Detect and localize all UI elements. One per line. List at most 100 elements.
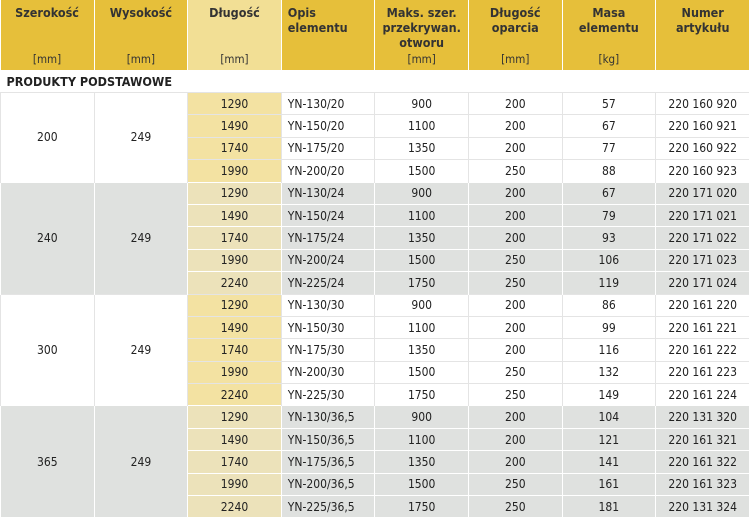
header-title: Opis elementu <box>287 5 348 35</box>
cell-article-number: 220 160 920 <box>655 91 749 115</box>
cell-description: YN-150/24 <box>280 203 375 227</box>
cell-article-number: 220 171 023 <box>655 248 749 272</box>
cell-height: 249 <box>93 293 188 406</box>
cell-width: 365 <box>0 405 95 517</box>
cell-length: 1290 <box>187 405 282 429</box>
cell-description: YN-130/30 <box>280 293 375 317</box>
cell-bearing-length: 200 <box>467 293 563 317</box>
cell-bearing-length: 200 <box>467 136 563 160</box>
cell-length: 1290 <box>187 293 282 317</box>
cell-length: 1990 <box>187 472 282 496</box>
cell-length: 1990 <box>187 248 282 272</box>
cell-width: 300 <box>0 293 95 406</box>
header-width: Szerokość [mm] <box>0 0 95 70</box>
cell-mass: 99 <box>561 315 656 339</box>
cell-width: 240 <box>0 181 95 295</box>
cell-article-number: 220 161 223 <box>655 360 749 384</box>
table-row: 1740 YN-175/20 1350 200 77 220 160 922 <box>1 136 749 160</box>
cell-max-opening: 1500 <box>374 248 469 272</box>
cell-max-opening: 900 <box>374 405 469 429</box>
cell-mass: 149 <box>561 383 656 406</box>
header-unit: [mm] <box>32 52 62 66</box>
cell-article-number: 220 160 923 <box>655 159 749 183</box>
cell-bearing-length: 200 <box>467 338 563 362</box>
cell-max-opening: 1100 <box>374 203 469 227</box>
table-row: 1990 YN-200/30 1500 250 132 220 161 223 <box>1 360 749 384</box>
cell-description: YN-200/30 <box>280 360 375 384</box>
cell-max-opening: 1500 <box>374 360 469 384</box>
cell-length: 2240 <box>187 271 282 295</box>
header-unit: [mm] <box>126 52 155 66</box>
cell-length: 2240 <box>187 495 282 517</box>
cell-bearing-length: 250 <box>467 159 563 183</box>
cell-mass: 104 <box>561 405 656 429</box>
table-row: 1490 YN-150/20 1100 200 67 220 160 921 <box>1 114 749 138</box>
cell-article-number: 220 161 222 <box>655 338 749 362</box>
cell-bearing-length: 200 <box>467 427 563 451</box>
cell-length: 1490 <box>187 114 282 138</box>
header-title: Długość oparcia <box>489 5 541 35</box>
cell-description: YN-130/24 <box>280 181 375 205</box>
table-row: 1990 YN-200/20 1500 250 88 220 160 923 <box>1 159 749 183</box>
table-row: 1740 YN-175/24 1350 200 93 220 171 022 <box>1 226 749 250</box>
cell-height: 249 <box>93 181 188 295</box>
header-title: Szerokość <box>15 5 79 20</box>
cell-bearing-length: 250 <box>467 271 563 295</box>
cell-bearing-length: 250 <box>467 383 563 406</box>
cell-length: 1990 <box>187 360 282 384</box>
header-unit: [mm] <box>501 52 530 66</box>
cell-max-opening: 1750 <box>374 271 469 295</box>
cell-bearing-length: 200 <box>467 315 563 339</box>
cell-article-number: 220 161 224 <box>655 383 749 406</box>
cell-mass: 77 <box>561 136 656 160</box>
cell-description: YN-150/20 <box>280 114 375 138</box>
cell-article-number: 220 161 321 <box>655 427 749 451</box>
header-title: Długość <box>209 5 260 20</box>
cell-mass: 67 <box>561 114 656 138</box>
cell-length: 1490 <box>187 427 282 451</box>
cell-article-number: 220 131 324 <box>655 495 749 517</box>
header-bearing-length: Długość oparcia [mm] <box>467 0 563 70</box>
cell-description: YN-150/36,5 <box>280 427 375 451</box>
cell-mass: 161 <box>561 472 656 496</box>
cell-description: YN-175/36,5 <box>280 450 375 474</box>
table-row: 1490 YN-150/24 1100 200 79 220 171 021 <box>1 203 749 227</box>
cell-description: YN-175/20 <box>280 136 375 160</box>
cell-length: 1740 <box>187 226 282 250</box>
cell-height: 249 <box>93 405 188 517</box>
header-unit: [mm] <box>407 52 436 66</box>
cell-max-opening: 1750 <box>374 495 469 517</box>
cell-article-number: 220 171 020 <box>655 181 749 205</box>
cell-bearing-length: 200 <box>467 226 563 250</box>
cell-max-opening: 1750 <box>374 383 469 406</box>
cell-description: YN-150/30 <box>280 315 375 339</box>
header-height: Wysokość [mm] <box>93 0 188 70</box>
cell-bearing-length: 200 <box>467 91 563 115</box>
cell-description: YN-200/20 <box>280 159 375 183</box>
cell-bearing-length: 250 <box>467 360 563 384</box>
cell-description: YN-200/36,5 <box>280 472 375 496</box>
cell-mass: 121 <box>561 427 656 451</box>
cell-height: 249 <box>93 92 188 183</box>
cell-max-opening: 1500 <box>374 472 469 496</box>
cell-description: YN-225/24 <box>280 271 375 295</box>
cell-article-number: 220 160 921 <box>655 114 749 138</box>
header-unit: [kg] <box>598 52 620 66</box>
cell-mass: 106 <box>561 248 656 272</box>
cell-max-opening: 1100 <box>374 315 469 339</box>
cell-description: YN-175/24 <box>280 226 375 250</box>
cell-mass: 57 <box>561 91 656 115</box>
cell-max-opening: 1350 <box>374 136 469 160</box>
cell-bearing-length: 200 <box>467 450 563 474</box>
table-row: 2240 YN-225/30 1750 250 149 220 161 224 <box>1 383 749 406</box>
cell-length: 1290 <box>187 91 282 115</box>
table-row: 1990 YN-200/24 1500 250 106 220 171 023 <box>1 248 749 272</box>
cell-mass: 88 <box>561 159 656 183</box>
cell-bearing-length: 250 <box>467 248 563 272</box>
cell-bearing-length: 200 <box>467 203 563 227</box>
cell-mass: 116 <box>561 338 656 362</box>
cell-max-opening: 1350 <box>374 450 469 474</box>
cell-max-opening: 900 <box>374 181 469 205</box>
cell-max-opening: 1350 <box>374 226 469 250</box>
section-row: PRODUKTY PODSTAWOWE <box>1 70 749 93</box>
